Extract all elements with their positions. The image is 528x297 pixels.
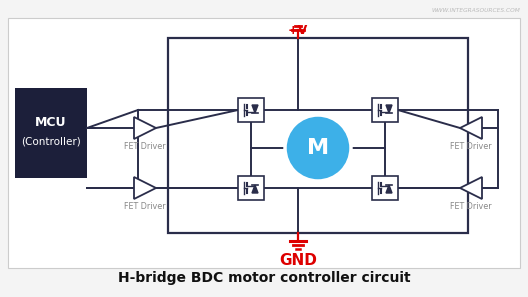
Polygon shape — [386, 105, 392, 113]
Text: M: M — [307, 138, 329, 158]
Bar — [372, 98, 398, 122]
Bar — [15, 88, 87, 178]
Bar — [238, 98, 264, 122]
Text: FET Driver: FET Driver — [450, 142, 492, 151]
Polygon shape — [460, 177, 482, 199]
Polygon shape — [252, 105, 258, 113]
Text: WWW.INTEGRASOURCES.COM: WWW.INTEGRASOURCES.COM — [431, 8, 520, 13]
Polygon shape — [460, 117, 482, 139]
Ellipse shape — [285, 115, 351, 181]
Text: FET Driver: FET Driver — [124, 142, 166, 151]
Bar — [372, 176, 398, 200]
Bar — [168, 38, 468, 233]
Polygon shape — [252, 185, 258, 193]
Text: +V: +V — [288, 24, 308, 37]
Text: FET Driver: FET Driver — [124, 202, 166, 211]
Polygon shape — [386, 185, 392, 193]
Text: H-bridge BDC motor controller circuit: H-bridge BDC motor controller circuit — [118, 271, 410, 285]
Text: (Controller): (Controller) — [21, 136, 81, 146]
Text: MCU: MCU — [35, 116, 67, 129]
Text: FET Driver: FET Driver — [450, 202, 492, 211]
Polygon shape — [134, 177, 156, 199]
Text: GND: GND — [279, 253, 317, 268]
Bar — [8, 18, 520, 268]
Bar — [238, 176, 264, 200]
Polygon shape — [134, 117, 156, 139]
